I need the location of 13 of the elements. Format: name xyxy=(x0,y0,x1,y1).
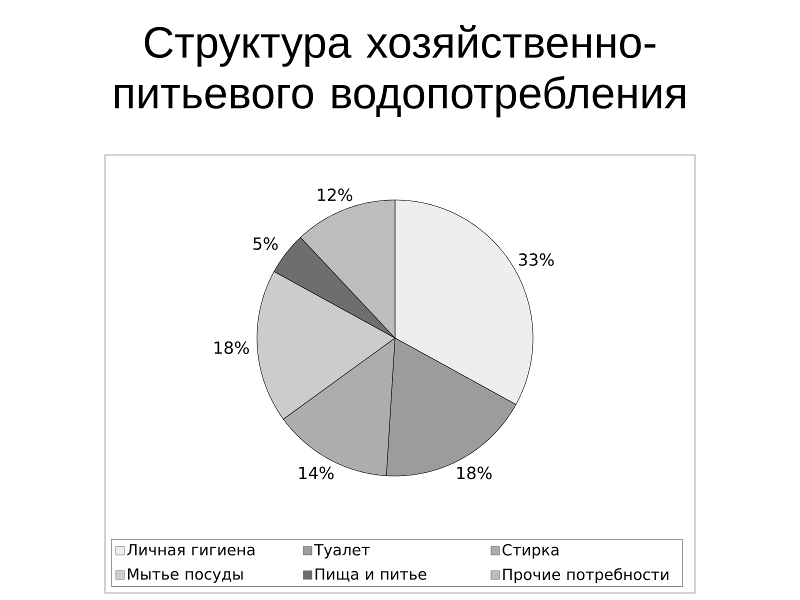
data-label: 12% xyxy=(318,188,352,202)
legend-label: Прочие потребности xyxy=(503,568,668,584)
data-label: 33% xyxy=(518,253,554,266)
legend-label: Пища и питье xyxy=(316,568,426,582)
legend-label: Мытье посуды xyxy=(128,568,243,583)
legend-label: Туалет xyxy=(314,544,370,558)
data-label: 5% xyxy=(253,237,278,250)
legend-label: Личная гигиена xyxy=(127,544,254,556)
legend-label: Стирка xyxy=(502,544,558,559)
data-label: 14% xyxy=(299,466,334,480)
data-label: 18% xyxy=(214,341,249,354)
chart-title: Структура хозяйственно-питьевого водопотребления xyxy=(115,24,685,118)
data-label: 18% xyxy=(457,466,492,480)
